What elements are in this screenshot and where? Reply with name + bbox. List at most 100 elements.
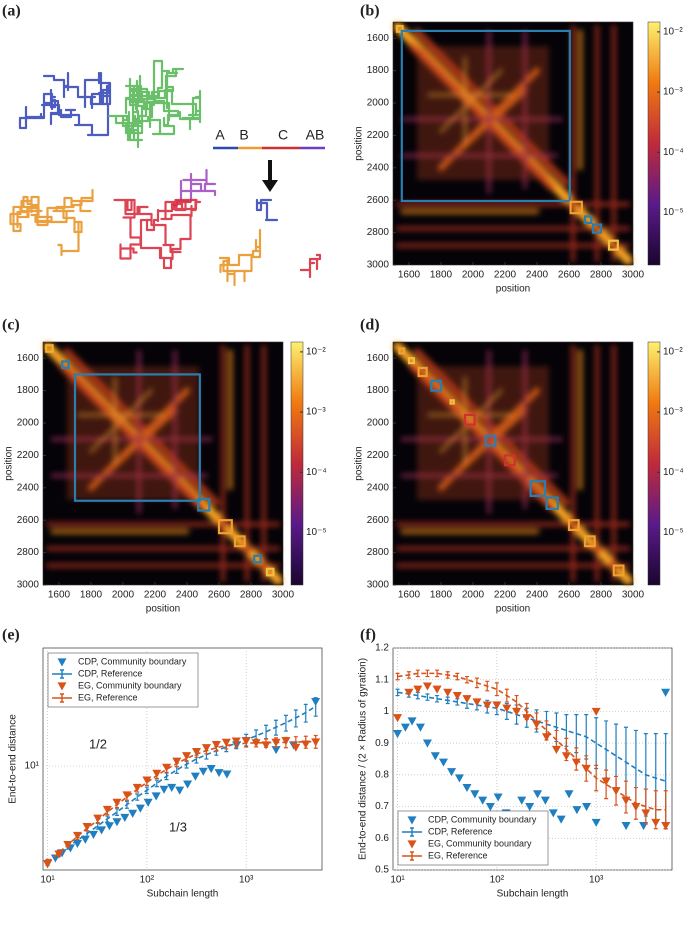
- legend-box: [397, 810, 549, 866]
- error-bar: [435, 694, 440, 703]
- series-line: [397, 672, 666, 811]
- marker: [564, 790, 574, 799]
- community-box: [233, 535, 246, 548]
- polymer-chain: [113, 198, 202, 270]
- community-box: [407, 357, 415, 365]
- error-bar: [224, 741, 229, 750]
- marker: [438, 758, 448, 767]
- marker: [462, 695, 472, 704]
- marker: [222, 770, 232, 779]
- error-bar: [544, 720, 549, 741]
- error-bar: [395, 688, 400, 697]
- colorbar-tick-label: 10⁻⁵: [306, 527, 327, 538]
- error-bar: [303, 703, 308, 723]
- x-axis-label: Subchain length: [147, 889, 219, 900]
- x-tick-label: 10³: [239, 875, 254, 886]
- legend-swatch: [407, 816, 417, 825]
- x-axis-label: position: [496, 284, 530, 295]
- error-bar: [614, 775, 619, 806]
- polymer-chain: [300, 253, 322, 279]
- x-tick-label: 2200: [144, 590, 167, 601]
- error-bar: [524, 702, 529, 720]
- polymer-chain: [255, 198, 279, 222]
- legend-label: CDP, Community boundary: [428, 814, 537, 824]
- community-box: [449, 399, 455, 405]
- marker: [151, 792, 161, 801]
- legend-label: CDP, Reference: [78, 668, 142, 678]
- colorbar-tick-label: 10⁻²: [663, 27, 683, 38]
- x-tick-label: 10²: [140, 875, 155, 886]
- marker: [214, 769, 224, 778]
- error-bar: [445, 696, 450, 705]
- error-bar: [494, 682, 499, 697]
- error-bar: [283, 714, 288, 732]
- marker: [661, 688, 671, 697]
- marker: [482, 701, 492, 710]
- error-bar: [144, 786, 149, 795]
- x-tick-label: 2400: [526, 590, 549, 601]
- y-tick-label: 1800: [367, 385, 390, 396]
- y-tick-label: 0.8: [375, 769, 389, 780]
- community-box: [484, 434, 497, 447]
- marker: [413, 685, 423, 694]
- legend-label: EG, Community boundary: [428, 838, 532, 848]
- marker: [492, 701, 502, 710]
- community-box: [395, 24, 404, 33]
- y-axis-label: position: [4, 446, 15, 480]
- marker: [104, 822, 114, 831]
- annotation: 1/3: [169, 819, 187, 834]
- y-tick-label: 1600: [367, 33, 390, 44]
- community-box: [569, 200, 583, 215]
- error-bar: [435, 669, 440, 678]
- marker: [540, 796, 550, 805]
- marker: [400, 723, 410, 732]
- y-tick-label: 2400: [17, 482, 40, 493]
- y-axis-label: position: [354, 126, 365, 160]
- colorbar: [647, 341, 661, 586]
- x-tick-label: 2800: [590, 270, 613, 281]
- legend-label: EG, Reference: [428, 850, 488, 860]
- x-tick-label: 2000: [112, 590, 135, 601]
- plot-frame: [392, 341, 634, 586]
- y-tick-label: 1600: [367, 353, 390, 364]
- marker: [556, 815, 566, 824]
- community-box: [197, 498, 211, 512]
- legend-swatch: [57, 658, 67, 667]
- community-box: [400, 29, 571, 203]
- colorbar-tick-label: 10⁻²: [663, 347, 683, 358]
- marker: [183, 780, 193, 789]
- marker: [175, 786, 185, 795]
- error-bar: [283, 736, 288, 749]
- community-box: [398, 347, 406, 355]
- y-tick-label: 0.6: [375, 833, 389, 844]
- y-tick-label: 3000: [367, 260, 390, 271]
- error-bar: [105, 808, 110, 816]
- panel-label: (d): [360, 317, 380, 334]
- error-bar: [164, 765, 169, 773]
- y-tick-label: 1800: [367, 65, 390, 76]
- error-bar: [653, 790, 658, 830]
- domain-label: B: [239, 127, 248, 143]
- x-tick-label: 2400: [176, 590, 199, 601]
- y-axis-label: position: [354, 446, 365, 480]
- legend-label: CDP, Reference: [428, 826, 492, 836]
- y-tick-label: 2400: [367, 482, 390, 493]
- error-bar: [194, 750, 199, 758]
- error-bar: [95, 816, 100, 825]
- y-tick-label: 2800: [17, 547, 40, 558]
- error-bar: [406, 671, 411, 679]
- x-tick-label: 1600: [398, 590, 421, 601]
- error-bar: [464, 675, 469, 684]
- error-bar: [485, 680, 490, 692]
- y-tick-label: 3000: [367, 580, 390, 591]
- error-bar: [204, 746, 209, 755]
- colorbar: [647, 21, 661, 266]
- polymer-chain: [9, 188, 94, 257]
- colorbar-tick-label: 10⁻³: [306, 407, 326, 418]
- marker: [97, 826, 107, 835]
- y-tick-label: 2600: [367, 515, 390, 526]
- error-bar: [643, 788, 648, 825]
- x-axis-label: Subchain length: [497, 889, 569, 900]
- y-tick-label: 2400: [367, 162, 390, 173]
- marker: [572, 806, 582, 815]
